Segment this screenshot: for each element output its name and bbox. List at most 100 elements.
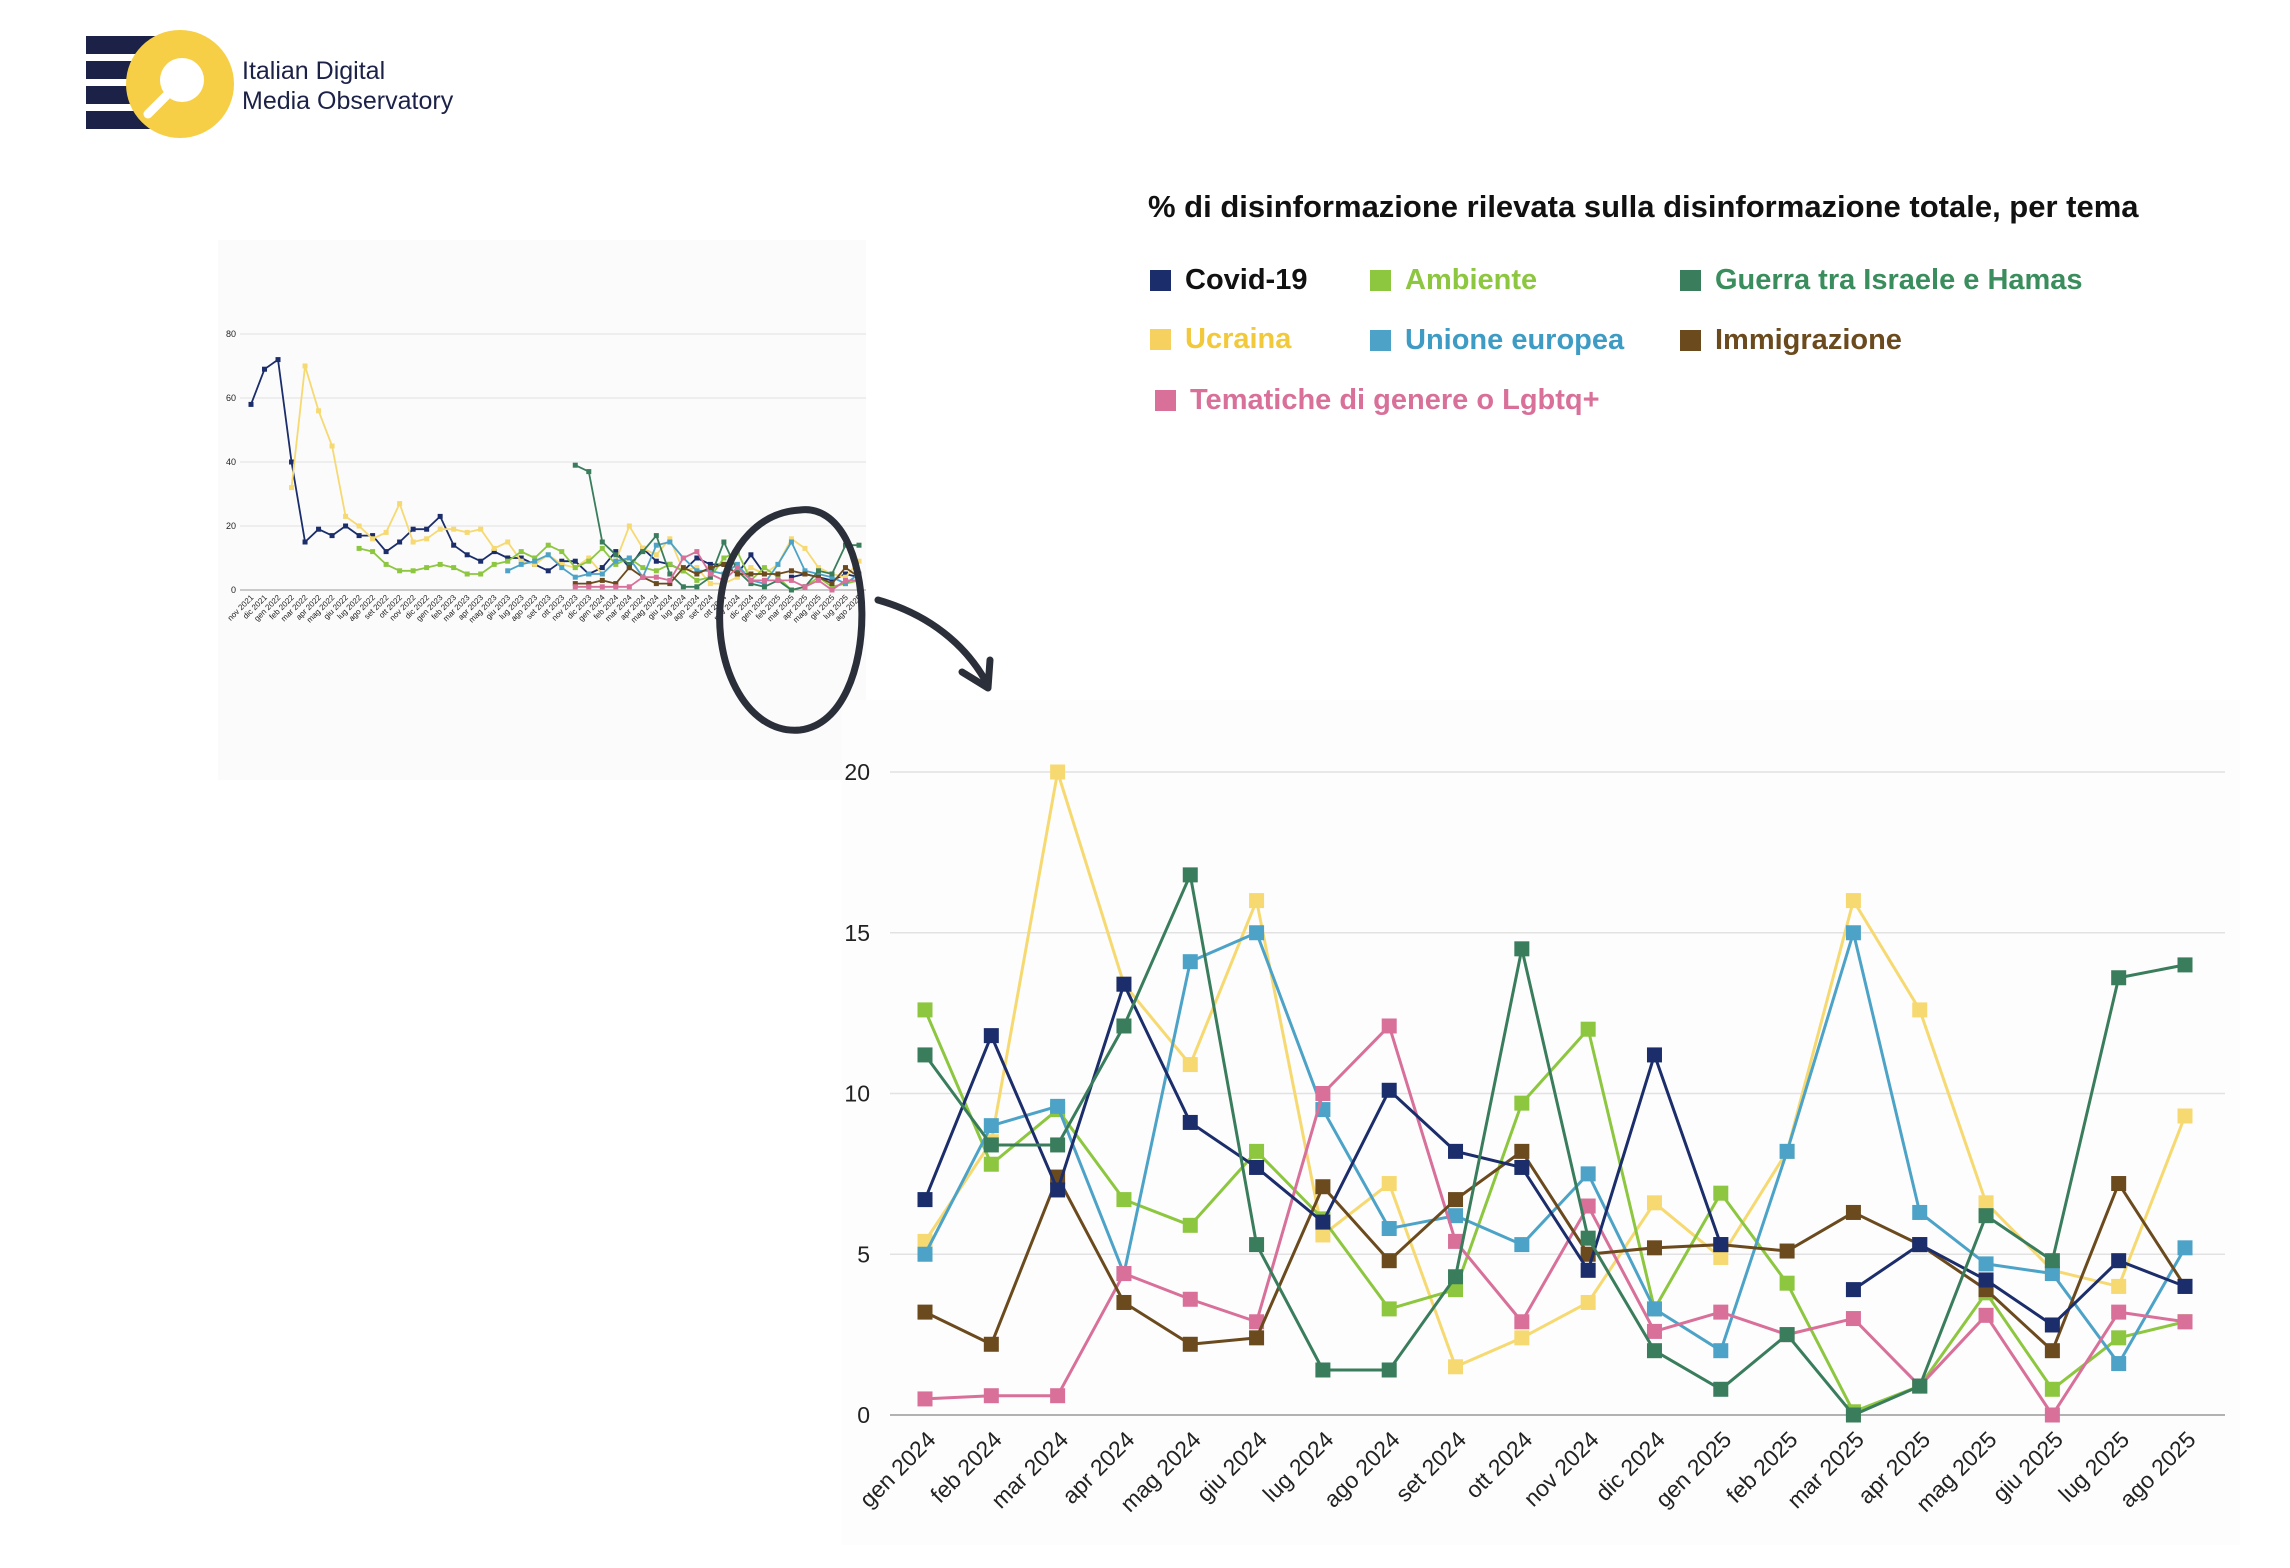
- data-point-ucraina: [707, 581, 713, 587]
- data-point-ambiente: [761, 565, 767, 571]
- data-point-ue: [707, 568, 713, 574]
- data-point-ambiente: [721, 555, 727, 561]
- data-point-ue: [788, 539, 794, 545]
- data-point-covid: [1978, 1272, 1994, 1288]
- data-point-ue: [1381, 1221, 1397, 1237]
- data-point-genere: [1116, 1266, 1132, 1282]
- zoom-arrow-head: [958, 656, 994, 692]
- data-point-ue: [1249, 925, 1265, 941]
- series-line-immigrazione: [575, 563, 860, 585]
- data-point-covid: [478, 558, 484, 564]
- data-point-covid: [545, 568, 551, 574]
- data-point-covid: [1845, 1282, 1861, 1298]
- data-point-covid: [1381, 1082, 1397, 1098]
- data-point-guerra: [640, 549, 646, 555]
- data-point-ue: [1514, 1237, 1530, 1253]
- data-point-covid: [302, 539, 308, 545]
- y-tick-label: 10: [844, 1081, 870, 1107]
- data-point-ucraina: [1182, 1057, 1198, 1073]
- overview-chart-grid: [240, 333, 866, 591]
- data-point-genere: [829, 587, 835, 593]
- data-point-immigrazione: [842, 565, 848, 571]
- legend-swatch-ambiente: [1370, 270, 1391, 291]
- data-point-ue: [559, 565, 565, 571]
- data-point-ue: [802, 568, 808, 574]
- data-point-immigrazione: [626, 565, 632, 571]
- logo: [84, 28, 464, 146]
- data-point-ambiente: [983, 1156, 999, 1172]
- data-point-ucraina: [788, 536, 794, 542]
- data-point-covid: [451, 542, 457, 548]
- data-point-ue: [734, 561, 740, 567]
- data-point-covid: [1514, 1159, 1530, 1175]
- data-point-ue: [545, 552, 551, 558]
- data-point-immigrazione: [802, 571, 808, 577]
- series-line-ambiente: [923, 1009, 2186, 1414]
- data-point-ue: [1845, 925, 1861, 941]
- data-point-ue: [1580, 1166, 1596, 1182]
- data-point-ucraina: [1912, 1002, 1928, 1018]
- legend-swatch-ucraina: [1150, 329, 1171, 350]
- data-point-ucraina: [694, 565, 700, 571]
- data-point-immigrazione: [1381, 1253, 1397, 1269]
- legend-item-covid: Covid-19: [1150, 264, 1307, 297]
- data-point-ambiente: [559, 549, 565, 555]
- legend-swatch-genere: [1155, 390, 1176, 411]
- data-point-guerra: [1514, 941, 1530, 957]
- data-point-genere: [815, 577, 821, 583]
- data-point-ucraina: [410, 539, 416, 545]
- data-point-ucraina: [518, 558, 524, 564]
- data-point-ue: [505, 568, 511, 574]
- data-point-ambiente: [478, 571, 484, 577]
- data-point-genere: [667, 577, 673, 583]
- logo-line-2: Media Observatory: [242, 87, 454, 115]
- data-point-immigrazione: [1514, 1143, 1530, 1159]
- data-point-covid: [424, 526, 430, 532]
- data-point-immigrazione: [2044, 1343, 2060, 1359]
- data-point-guerra: [599, 539, 605, 545]
- data-point-covid: [343, 523, 349, 529]
- data-point-ue: [532, 558, 538, 564]
- legend-item-ucraina: Ucraina: [1150, 323, 1291, 356]
- data-point-ambiente: [518, 549, 524, 555]
- data-point-ambiente: [370, 549, 376, 555]
- data-point-ucraina: [329, 443, 335, 449]
- data-point-ambiente: [532, 555, 538, 561]
- data-point-immigrazione: [1779, 1243, 1795, 1259]
- series-line-genere: [575, 550, 859, 591]
- data-point-genere: [842, 577, 848, 583]
- overview-chart-panel: [218, 240, 866, 780]
- data-point-ucraina: [1448, 1359, 1464, 1375]
- main-chart-panel: [842, 700, 2240, 1545]
- data-point-ambiente: [775, 574, 781, 580]
- data-point-genere: [1646, 1323, 1662, 1339]
- data-point-covid: [572, 558, 578, 564]
- data-point-guerra: [613, 552, 619, 558]
- data-point-immigrazione: [667, 581, 673, 587]
- data-point-ue: [1646, 1301, 1662, 1317]
- data-point-immigrazione: [653, 581, 659, 587]
- legend-item-ue: Unione europea: [1370, 324, 1624, 357]
- data-point-immigrazione: [815, 574, 821, 580]
- data-point-covid: [275, 357, 281, 363]
- overview-chart-series: [248, 357, 862, 593]
- data-point-ucraina: [559, 561, 565, 567]
- data-point-guerra: [1713, 1381, 1729, 1397]
- data-point-covid: [1315, 1214, 1331, 1230]
- data-point-covid: [599, 565, 605, 571]
- data-point-ambiente: [383, 561, 389, 567]
- data-point-covid: [383, 549, 389, 555]
- series-line-guerra: [923, 873, 2186, 1417]
- legend-swatch-ue: [1370, 330, 1391, 351]
- data-point-covid: [613, 549, 619, 555]
- data-point-covid: [356, 533, 362, 539]
- data-point-ucraina: [1580, 1294, 1596, 1310]
- data-point-guerra: [1779, 1327, 1795, 1343]
- data-point-guerra: [1448, 1269, 1464, 1285]
- data-point-ambiente: [451, 565, 457, 571]
- data-point-ue: [626, 555, 632, 561]
- data-point-immigrazione: [1249, 1330, 1265, 1346]
- data-point-genere: [748, 577, 754, 583]
- y-tick-label: 20: [226, 521, 236, 531]
